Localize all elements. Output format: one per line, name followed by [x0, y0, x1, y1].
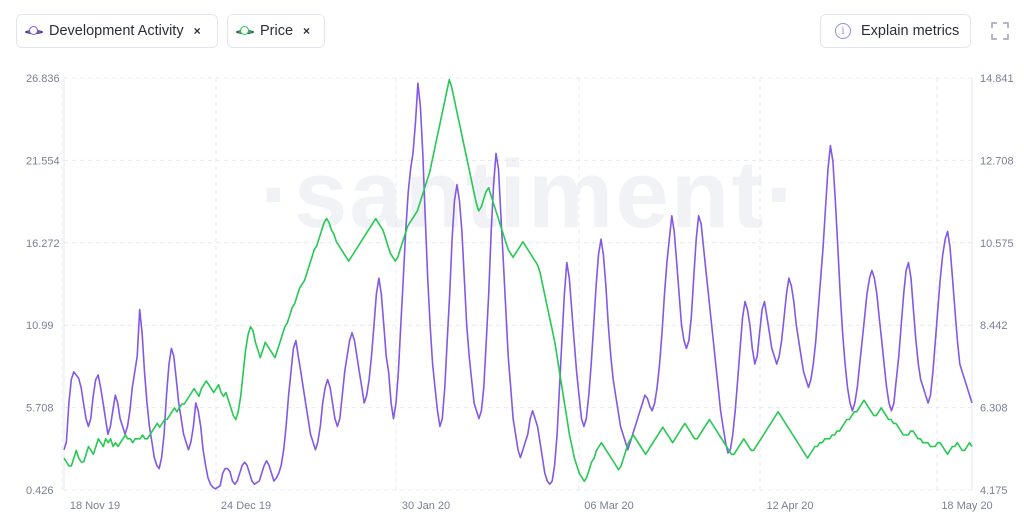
right-axis-tick-label: 8.442	[980, 320, 1008, 332]
price-marker-icon	[240, 26, 250, 36]
remove-price-close-icon[interactable]: ×	[303, 24, 310, 38]
legend-chip-development-activity[interactable]: Development Activity ×	[16, 14, 218, 48]
x-axis-tick-label: 06 Mar 20	[584, 500, 634, 512]
right-axis-tick-label: 10.575	[980, 238, 1014, 250]
series-line-development-activity	[64, 83, 972, 489]
legend-label-price: Price	[260, 23, 293, 39]
chart-area: 0.426 4.175 5.708 6.308 10.99 8.442 16.272 10.5…	[0, 60, 1024, 529]
left-axis-tick-label: 10.99	[26, 320, 54, 332]
legend-label-development-activity: Development Activity	[49, 23, 184, 39]
left-axis-tick-label: 16.272	[26, 238, 60, 250]
right-axis-tick-label: 12.708	[980, 155, 1014, 167]
x-axis-tick-label: 12 Apr 20	[766, 500, 813, 512]
x-axis-tick-label: 30 Jan 20	[402, 500, 450, 512]
right-axis-tick-label: 6.308	[980, 403, 1008, 415]
x-axis-tick-label: 24 Dec 19	[221, 500, 271, 512]
development-activity-marker-icon	[29, 26, 39, 36]
left-axis-tick-label: 0.426	[26, 485, 54, 497]
remove-development-activity-close-icon[interactable]: ×	[194, 24, 201, 38]
left-axis-tick-label: 21.554	[26, 155, 60, 167]
right-axis-tick-label: 4.175	[980, 485, 1008, 497]
legend-chip-price[interactable]: Price ×	[227, 14, 325, 48]
explain-metrics-button[interactable]: i Explain metrics	[820, 14, 971, 48]
left-axis-tick-label: 5.708	[26, 403, 54, 415]
explain-metrics-label: Explain metrics	[861, 23, 959, 39]
left-axis-tick-label: 26.836	[26, 73, 60, 85]
info-icon: i	[835, 23, 851, 39]
x-axis-tick-label: 18 Nov 19	[70, 500, 120, 512]
fullscreen-icon[interactable]	[991, 22, 1009, 40]
right-axis-tick-label: 14.841	[980, 73, 1014, 85]
x-axis-tick-label: 18 May 20	[941, 500, 992, 512]
